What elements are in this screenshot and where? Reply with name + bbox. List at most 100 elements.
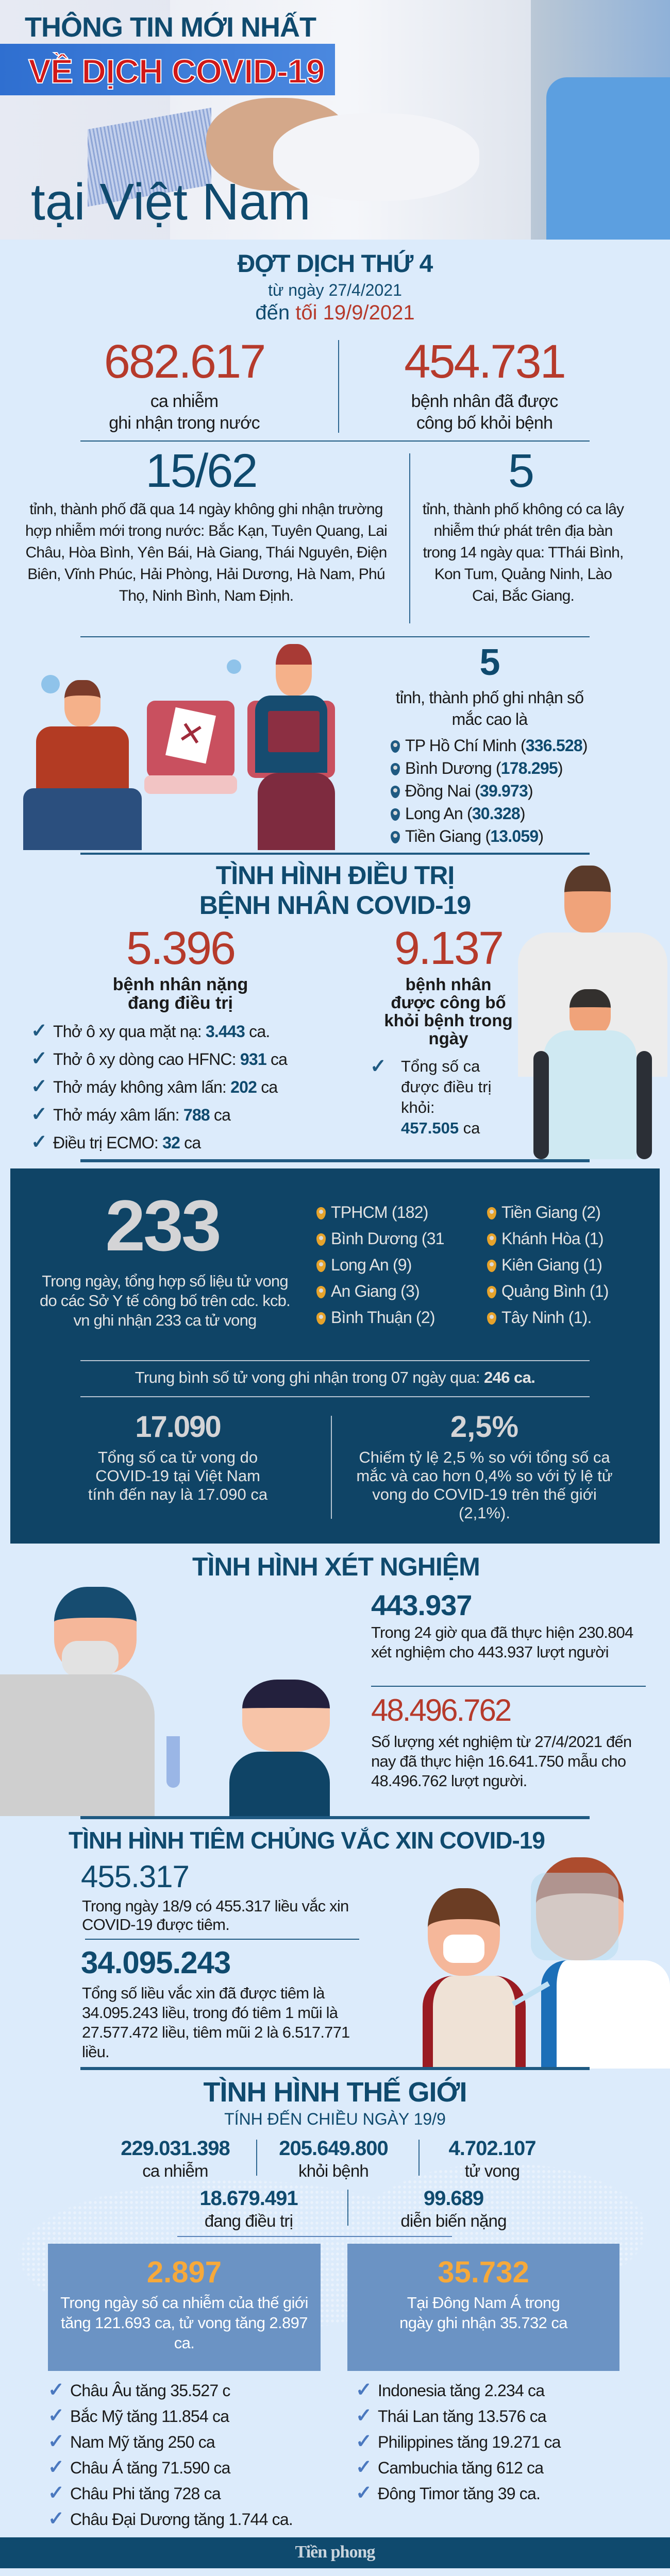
divider — [80, 1360, 590, 1361]
item-value: 202 — [230, 1078, 257, 1096]
deaths-average: Trung bình số tử vong ghi nhận trong 07 … — [10, 1368, 660, 1387]
no-secondary-text: tỉnh, thành phố không có ca lây nhiễm th… — [422, 501, 624, 604]
divider — [177, 2236, 452, 2237]
list-item-text: Nam Mỹ tăng 250 ca — [70, 2433, 215, 2451]
deaths-value: 233 — [105, 1185, 222, 1266]
sea-item: ✓ Thái Lan tăng 13.576 ca — [356, 2403, 561, 2429]
daily-tests-text: Trong 24 giờ qua đã thực hiện 230.804 xé… — [371, 1623, 633, 1661]
item-value: 3.443 — [205, 1022, 245, 1041]
sea-item: ✓ Đông Timor tăng 39 ca. — [356, 2481, 561, 2506]
virus-icon — [227, 659, 241, 674]
list-item-text: Châu Âu tăng 35.527 c — [70, 2381, 230, 2400]
item-label: Thở máy xâm lấn: — [53, 1106, 183, 1124]
man-head — [64, 680, 100, 726]
treatment-title-1: TÌNH HÌNH ĐIỀU TRỊ — [215, 861, 455, 890]
top-provinces-text: tỉnh, thành phố ghi nhận số mắc cao là — [395, 688, 584, 728]
province-name: Tiền Giang — [405, 827, 481, 845]
doctor-head — [564, 866, 611, 933]
discharged-total-unit: ca — [459, 1119, 480, 1137]
no-new-text: tỉnh, thành phố đã qua 14 ngày không ghi… — [25, 501, 388, 604]
sea-item: ✓ Philippines tăng 19.271 ca — [356, 2429, 561, 2455]
region-item: ✓ Châu Phi tăng 728 ca — [48, 2481, 293, 2506]
wheelchair-wheel — [636, 1051, 652, 1159]
world-stat: 4.702.107 tử vong — [423, 2137, 562, 2182]
province-item: Long An (30.328) — [391, 802, 588, 825]
patient-head — [569, 989, 611, 1036]
item-label: Thở ô xy dòng cao HFNC: — [53, 1050, 240, 1069]
world-title: TÌNH HÌNH THẾ GIỚI — [203, 2077, 467, 2108]
recovered-label-1: bệnh nhân đã được — [411, 392, 559, 411]
item-label: Thở máy không xâm lấn: — [53, 1078, 231, 1096]
location-pin-icon — [316, 1312, 326, 1325]
province-count: 39.973 — [479, 782, 528, 800]
no-secondary-value: 5 — [508, 445, 534, 497]
total-tests-value: 48.496.762 — [371, 1693, 512, 1727]
top-provinces-list: TP Hồ Chí Minh (336.528) Bình Dương (178… — [391, 734, 588, 848]
treatment-list: ✓ Thở ô xy qua mặt nạ: 3.443 ca. ✓ Thở ô x… — [31, 1018, 288, 1157]
divider — [418, 2140, 420, 2176]
waiting-room-illustration: ✕ — [0, 644, 376, 850]
location-pin-icon — [316, 1233, 326, 1246]
location-pin-icon — [391, 740, 400, 753]
list-item-text: Châu Á tăng 71.590 ca — [70, 2459, 230, 2477]
world-stat-value: 99.689 — [423, 2187, 484, 2210]
list-item-text: Châu Phi tăng 728 ca — [70, 2484, 221, 2503]
treatment-item: ✓ Thở máy xâm lấn: 788 ca — [31, 1101, 287, 1129]
item-unit: ca — [180, 1133, 201, 1152]
location-pin-icon — [316, 1286, 326, 1298]
divider — [80, 853, 590, 855]
daily-tests-value: 443.937 — [371, 1589, 472, 1621]
region-item: ✓ Bắc Mỹ tăng 11.854 ca — [48, 2403, 293, 2429]
world-stat-label: tử vong — [464, 2161, 520, 2180]
region-item: ✓ Châu Đại Dương tăng 1.744 ca. — [48, 2506, 293, 2532]
check-icon: ✓ — [48, 2379, 64, 2401]
infected-label: ca nhiễm ghi nhận trong nước — [52, 391, 317, 434]
world-stat-value: 229.031.398 — [121, 2137, 230, 2160]
list-item-text: Philippines tăng 19.271 ca — [378, 2433, 561, 2451]
death-rate-value: 2,5% — [450, 1410, 519, 1444]
man-legs — [23, 788, 142, 850]
item-unit: ca — [257, 1078, 278, 1096]
total-deaths-text: Tổng số ca tử vong do COVID-19 tại Việt … — [88, 1448, 268, 1503]
divider — [331, 1416, 332, 1519]
list-item-text: Thái Lan tăng 13.576 ca — [378, 2407, 547, 2426]
testing-title: TÌNH HÌNH XÉT NGHIỆM — [192, 1552, 480, 1581]
province-count: 13.059 — [490, 827, 539, 845]
check-icon: ✓ — [31, 1131, 47, 1153]
province-item: Tiền Giang (13.059) — [391, 825, 588, 848]
death-province: TPHCM (182) — [316, 1199, 444, 1226]
item-label: Điều trị ECMO: — [53, 1133, 163, 1152]
infected-value: 682.617 — [104, 335, 266, 388]
treatment-item: ✓ Thở máy không xâm lấn: 202 ca — [31, 1073, 287, 1101]
sea-daily-text: Tại Đông Nam Á trong ngày ghi nhận 35.73… — [399, 2294, 567, 2332]
check-icon: ✓ — [48, 2456, 64, 2478]
province-item: Bình Dương (178.295) — [391, 757, 588, 779]
list-item-text: Kiên Giang (1) — [501, 1256, 602, 1274]
sea-item: ✓ Indonesia tăng 2.234 ca — [356, 2378, 561, 2403]
total-vaccine-text: Tổng số liều vắc xin đã được tiêm là 34.… — [82, 1984, 350, 2061]
sea-item: ✓ Cambuchia tăng 612 ca — [356, 2455, 561, 2481]
check-icon: ✓ — [356, 2405, 372, 2427]
item-unit: ca — [209, 1106, 231, 1124]
tienphong-logo: Tiền phong — [295, 2543, 376, 2562]
death-province: Tây Ninh (1). — [487, 1304, 609, 1331]
hero-photo-gown — [546, 77, 670, 240]
world-daily-deaths-value: 2.897 — [146, 2256, 222, 2289]
divider — [256, 2140, 257, 2176]
region-item: ✓ Châu Âu tăng 35.527 c — [48, 2378, 293, 2403]
death-province: Kiên Giang (1) — [487, 1252, 609, 1278]
province-count: 178.295 — [500, 759, 558, 777]
daily-vaccine-value: 455.317 — [81, 1859, 190, 1894]
wave-to-date: tối 19/9/2021 — [295, 301, 415, 324]
province-count: 336.528 — [525, 736, 583, 755]
world-stat-value: 18.679.491 — [199, 2187, 298, 2210]
deaths-provinces-col2: Tiền Giang (2) Khánh Hòa (1) Kiên Giang … — [487, 1199, 609, 1331]
treatment-title: TÌNH HÌNH ĐIỀU TRỊ BỆNH NHÂN COVID-19 — [0, 860, 670, 920]
world-stat: 229.031.398 ca nhiễm — [103, 2137, 247, 2182]
book-icon — [268, 711, 320, 752]
world-stat: 99.689 diễn biến nặng — [381, 2187, 526, 2232]
vaccine-title: TÌNH HÌNH TIÊM CHỦNG VẮC XIN COVID-19 — [69, 1827, 545, 1854]
item-value: 788 — [183, 1106, 210, 1124]
discharged-value: 9.137 — [394, 923, 504, 974]
no-new-value: 15/62 — [145, 445, 258, 497]
